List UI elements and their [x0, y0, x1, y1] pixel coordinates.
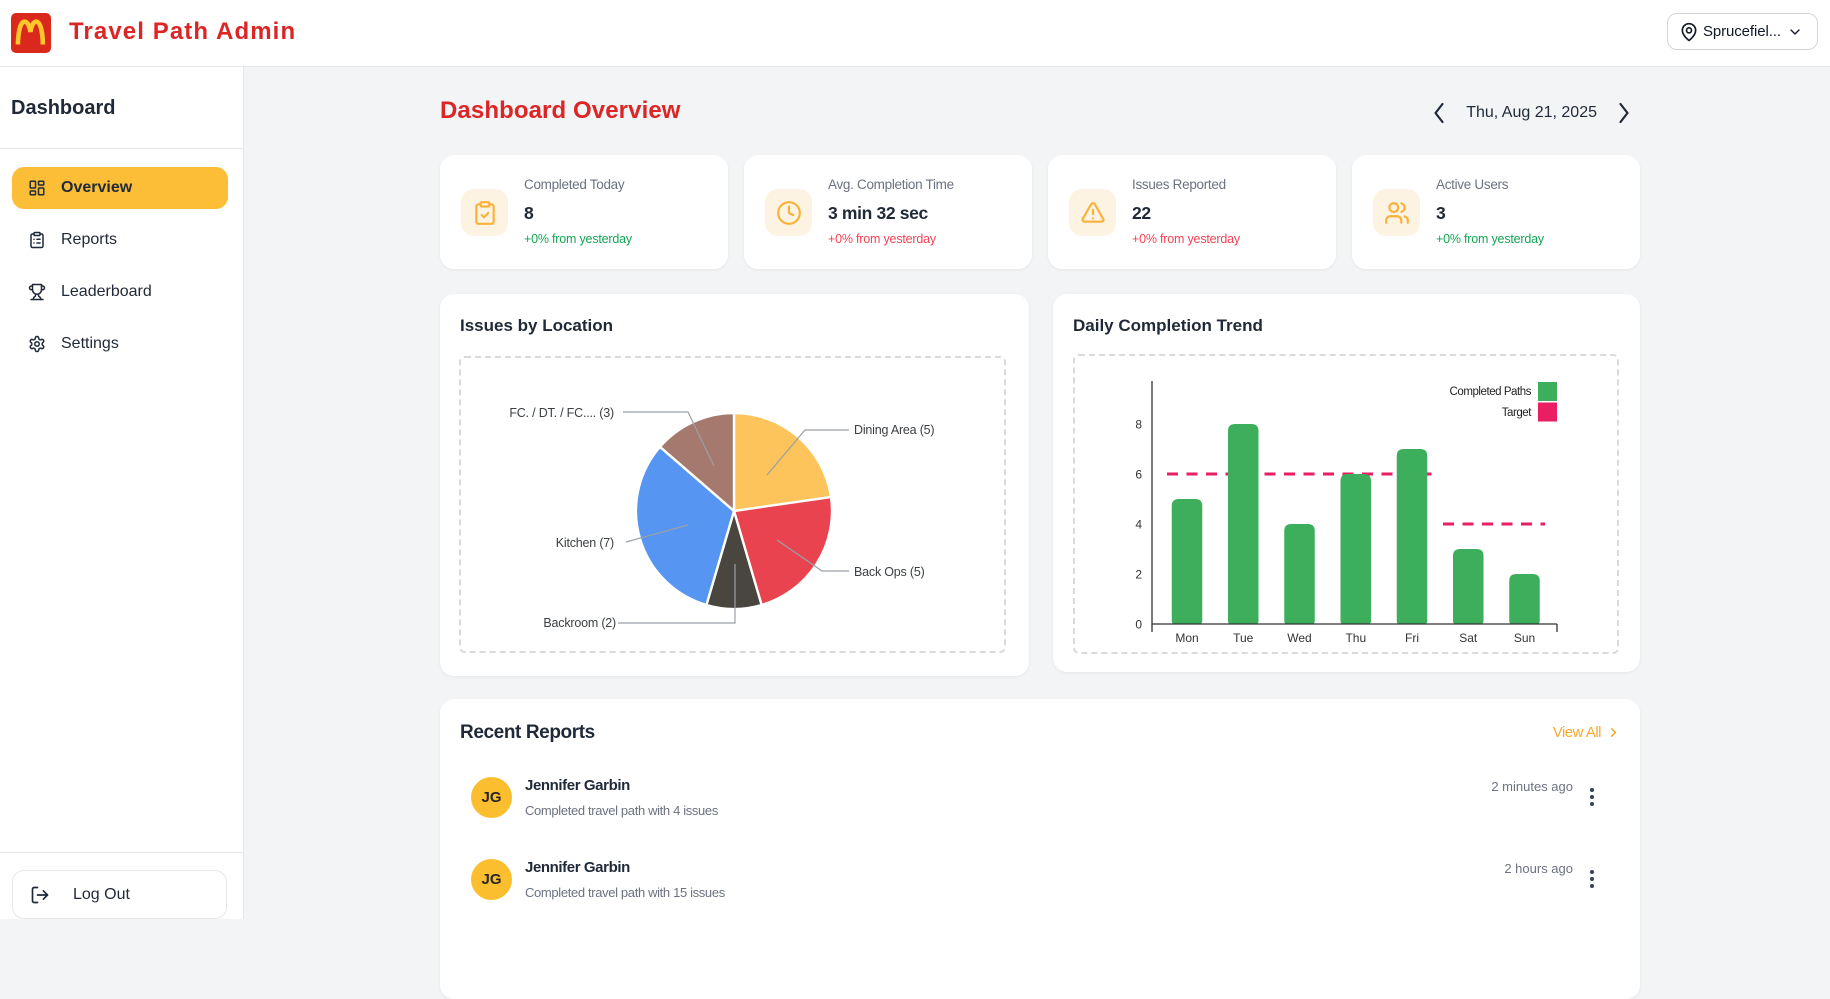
svg-text:8: 8 [1135, 418, 1142, 432]
svg-text:Target: Target [1502, 407, 1533, 419]
svg-text:Sun: Sun [1514, 631, 1535, 645]
svg-text:6: 6 [1135, 468, 1142, 482]
svg-text:Backroom (2): Backroom (2) [543, 616, 616, 630]
svg-text:0: 0 [1135, 618, 1142, 632]
svg-text:Sat: Sat [1459, 631, 1478, 645]
svg-text:Kitchen (7): Kitchen (7) [556, 536, 614, 550]
svg-text:Tue: Tue [1233, 631, 1254, 645]
svg-text:Completed Paths: Completed Paths [1450, 386, 1532, 398]
svg-text:Dining Area (5): Dining Area (5) [854, 423, 934, 437]
svg-text:2: 2 [1135, 568, 1142, 582]
svg-text:Mon: Mon [1175, 631, 1198, 645]
svg-text:Back Ops (5): Back Ops (5) [854, 565, 925, 579]
svg-text:4: 4 [1135, 518, 1142, 532]
svg-text:Wed: Wed [1287, 631, 1311, 645]
svg-text:Thu: Thu [1345, 631, 1366, 645]
svg-text:FC. / DT. / FC.... (3): FC. / DT. / FC.... (3) [509, 406, 614, 420]
svg-text:Fri: Fri [1405, 631, 1419, 645]
